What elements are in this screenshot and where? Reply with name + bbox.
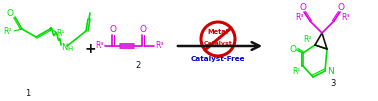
Text: Catalyst: Catalyst: [204, 41, 232, 45]
Text: R¹: R¹: [292, 66, 300, 76]
Text: 3: 3: [330, 78, 336, 87]
Text: O: O: [139, 25, 147, 35]
Text: O: O: [110, 25, 116, 35]
Text: +: +: [84, 42, 96, 56]
Text: H: H: [67, 46, 73, 52]
Text: O: O: [338, 3, 344, 12]
Text: 1: 1: [25, 88, 31, 97]
Text: R³: R³: [342, 13, 350, 22]
Text: 2: 2: [135, 62, 141, 70]
Text: O: O: [299, 3, 307, 12]
Text: N: N: [61, 43, 67, 52]
Text: N: N: [328, 67, 335, 76]
Text: R¹: R¹: [56, 28, 64, 37]
Text: R²: R²: [303, 35, 311, 44]
Text: R³: R³: [296, 14, 304, 23]
Text: Catalyst-Free: Catalyst-Free: [191, 56, 245, 62]
Text: Metal: Metal: [208, 29, 228, 35]
Text: O: O: [6, 8, 14, 17]
Text: O: O: [290, 45, 296, 54]
Text: R²: R²: [3, 26, 11, 35]
Text: R³: R³: [156, 42, 164, 50]
Text: R³: R³: [96, 42, 104, 50]
